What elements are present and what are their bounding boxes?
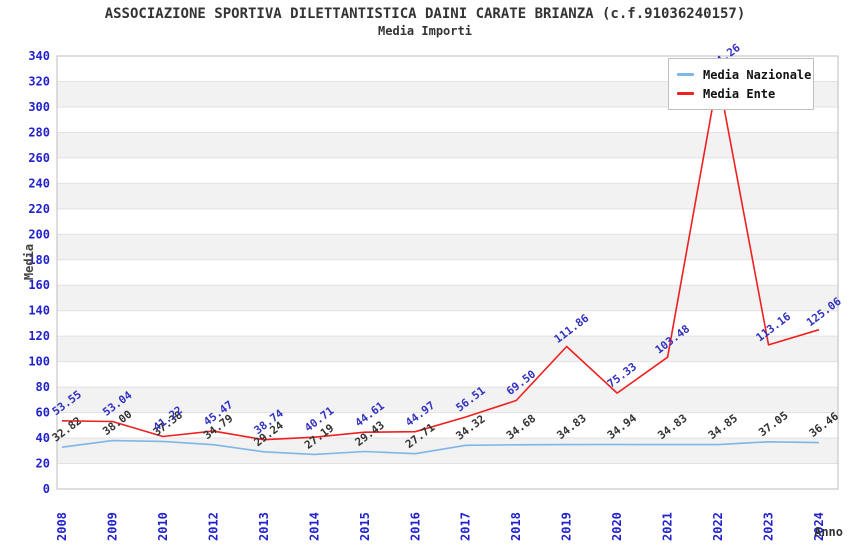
grid-band — [57, 132, 838, 158]
x-tick-label: 2020 — [610, 512, 624, 541]
y-tick-label: 320 — [28, 74, 50, 88]
grid-band — [57, 285, 838, 311]
x-tick-label: 2016 — [408, 512, 422, 541]
data-label-media-nazionale: 34.83 — [554, 412, 588, 442]
y-tick-label: 240 — [28, 176, 50, 190]
data-label-media-nazionale: 37.05 — [756, 409, 790, 439]
y-tick-label: 20 — [36, 457, 50, 471]
x-tick-label: 2021 — [661, 512, 675, 541]
y-tick-label: 300 — [28, 100, 50, 114]
x-tick-label: 2022 — [711, 512, 725, 541]
x-tick-label: 2013 — [257, 512, 271, 541]
x-tick-label: 2010 — [156, 512, 170, 541]
series-line-media-nazionale — [61, 439, 820, 456]
y-tick-label: 180 — [28, 253, 50, 267]
y-tick-label: 220 — [28, 202, 50, 216]
y-tick-label: 80 — [36, 380, 50, 394]
y-tick-label: 40 — [36, 431, 50, 445]
y-tick-label: 200 — [28, 227, 50, 241]
chart-subtitle: Media Importi — [378, 24, 472, 38]
x-tick-label: 2015 — [358, 512, 372, 541]
y-tick-label: 60 — [36, 406, 50, 420]
legend-item-media-ente: Media Ente — [677, 84, 805, 103]
grid-band — [57, 336, 838, 362]
x-tick-label: 2012 — [206, 512, 220, 541]
y-tick-label: 280 — [28, 125, 50, 139]
grid-band — [57, 387, 838, 413]
chart-legend: Media Nazionale Media Ente — [668, 58, 814, 110]
legend-label: Media Nazionale — [703, 67, 812, 82]
y-tick-label: 100 — [28, 355, 50, 369]
legend-item-media-nazionale: Media Nazionale — [677, 65, 811, 84]
x-tick-label: 2024 — [812, 512, 826, 541]
x-tick-label: 2019 — [560, 512, 574, 541]
data-label-media-ente: 75.33 — [605, 360, 639, 390]
data-label-media-nazionale: 34.94 — [605, 411, 640, 442]
x-tick-label: 2014 — [307, 512, 321, 541]
grid-band — [57, 183, 838, 209]
data-label-media-nazionale: 36.46 — [807, 409, 842, 440]
x-tick-label: 2009 — [105, 512, 119, 541]
x-axis-title: Anno — [814, 525, 843, 539]
legend-swatch-media-ente — [677, 92, 694, 95]
series-line-media-ente — [61, 75, 820, 441]
grid-band — [57, 234, 838, 260]
x-tick-label: 2023 — [762, 512, 776, 541]
y-tick-label: 140 — [28, 304, 50, 318]
y-tick-label: 340 — [28, 49, 50, 63]
x-tick-label: 2018 — [509, 512, 523, 541]
legend-label: Media Ente — [703, 86, 776, 101]
y-tick-label: 120 — [28, 329, 50, 343]
chart-title: ASSOCIAZIONE SPORTIVA DILETTANTISTICA DA… — [104, 6, 746, 22]
plot-frame — [56, 55, 839, 490]
y-tick-label: 0 — [43, 482, 50, 496]
data-label-media-nazionale: 34.85 — [706, 412, 740, 442]
y-tick-label: 260 — [28, 151, 50, 165]
x-tick-label: 2017 — [459, 512, 473, 541]
legend-swatch-media-nazionale — [677, 73, 694, 76]
y-axis-title: Media — [22, 244, 36, 280]
x-tick-label: 2008 — [55, 512, 69, 541]
data-label-media-nazionale: 34.83 — [655, 412, 689, 442]
y-tick-label: 160 — [28, 278, 50, 292]
